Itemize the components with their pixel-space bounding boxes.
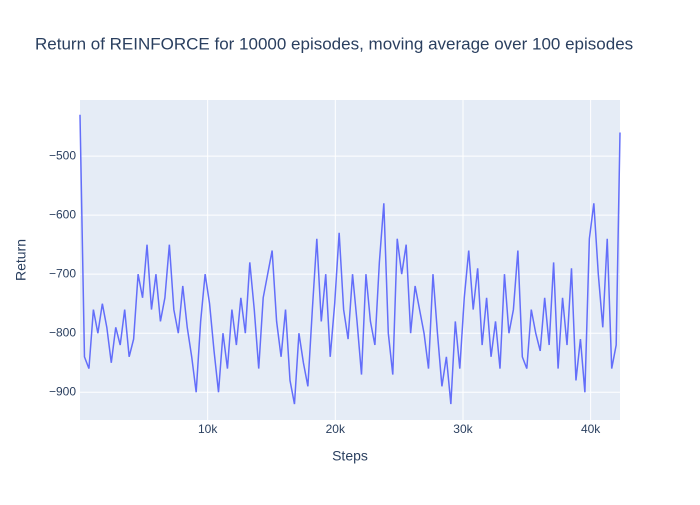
y-tick-label: −700	[49, 266, 76, 280]
x-axis-label: Steps	[332, 448, 368, 464]
x-tick-label: 30k	[453, 422, 473, 436]
chart-title: Return of REINFORCE for 10000 episodes, …	[35, 34, 633, 53]
y-tick-label: −500	[49, 148, 76, 162]
y-tick-label: −800	[49, 325, 76, 339]
data-line	[79, 114, 621, 405]
y-tick-label: −900	[49, 384, 76, 398]
x-tick-label: 40k	[581, 422, 601, 436]
plot-area	[80, 100, 620, 420]
x-tick-label: 20k	[326, 422, 346, 436]
x-tick-label: 10k	[198, 422, 218, 436]
y-axis-label: Return	[13, 239, 29, 281]
y-tick-label: −600	[49, 207, 76, 221]
